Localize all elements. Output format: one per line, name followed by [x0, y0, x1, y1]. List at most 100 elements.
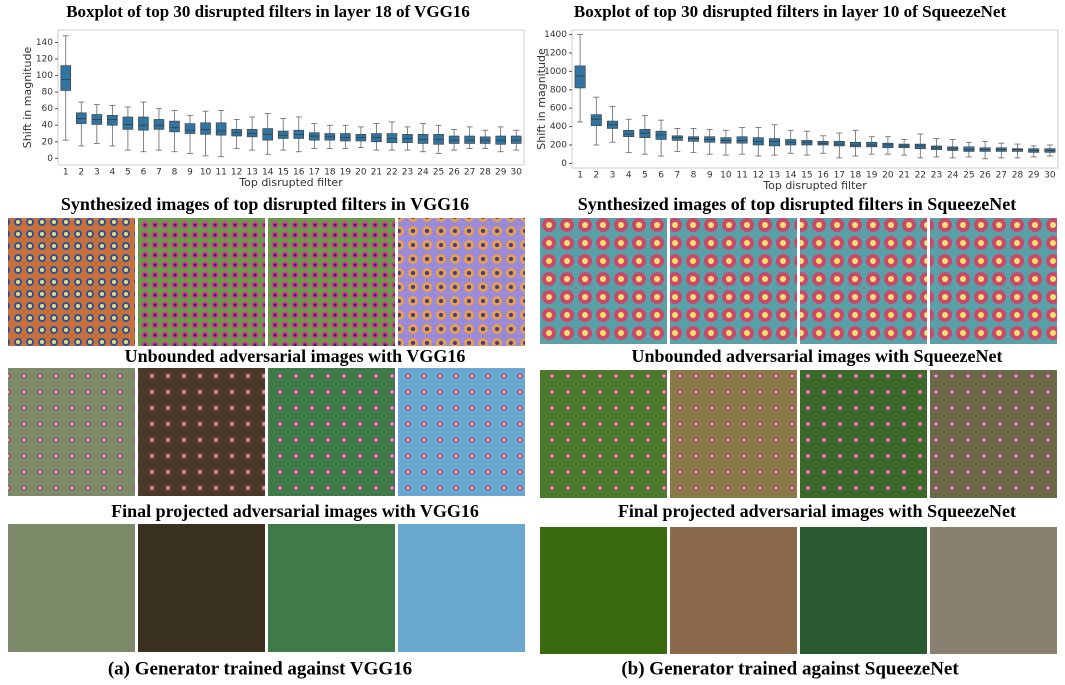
x-tick-label: 17 [309, 168, 320, 178]
box [61, 66, 71, 91]
x-tick-label: 18 [850, 171, 862, 181]
box [138, 117, 148, 130]
y-tick-label: 140 [36, 38, 53, 48]
y-tick-label: 20 [42, 137, 54, 147]
box [834, 141, 844, 146]
image [138, 218, 265, 346]
box [802, 140, 812, 145]
x-tick-label: 21 [371, 168, 382, 178]
y-tick-label: 60 [42, 104, 54, 114]
panel-heading: Synthesized images of top disrupted filt… [578, 194, 1016, 214]
x-tick-label: 5 [642, 171, 648, 181]
box [123, 117, 133, 129]
adversarial-pattern [930, 370, 1057, 498]
panel-caption: (a) Generator trained against VGG16 [108, 658, 412, 679]
box [867, 142, 877, 147]
x-tick-label: 11 [736, 171, 747, 181]
image [268, 524, 395, 652]
box [418, 134, 428, 143]
x-tick-label: 26 [979, 171, 991, 181]
y-tick-label: 120 [36, 54, 53, 64]
x-tick-label: 9 [707, 171, 713, 181]
x-tick-label: 4 [626, 171, 632, 181]
x-tick-label: 15 [278, 168, 289, 178]
x-tick-label: 2 [593, 171, 599, 181]
x-tick-label: 10 [720, 171, 732, 181]
x-tick-label: 12 [753, 171, 764, 181]
x-tick-label: 22 [915, 171, 926, 181]
box [387, 134, 397, 143]
image [930, 527, 1057, 654]
box [309, 133, 319, 140]
box [591, 115, 601, 126]
x-tick-label: 30 [511, 168, 523, 178]
image [398, 218, 525, 346]
x-tick-label: 13 [769, 171, 780, 181]
panel-heading: Unbounded adversarial images with VGG16 [125, 346, 466, 366]
figure: Synthesized images of top disrupted filt… [0, 0, 1065, 685]
x-tick-label: 7 [674, 171, 680, 181]
x-tick-label: 20 [882, 171, 894, 181]
box [769, 139, 779, 146]
box [154, 119, 164, 129]
box [672, 136, 682, 141]
x-tick-label: 14 [262, 168, 274, 178]
box [201, 123, 211, 135]
x-axis-label: Top disrupted filter [238, 176, 343, 189]
adversarial-pattern [398, 368, 525, 496]
box [575, 66, 585, 88]
image [670, 527, 797, 654]
image [8, 524, 135, 652]
x-tick-label: 7 [156, 168, 162, 178]
x-tick-label: 11 [215, 168, 226, 178]
image [930, 218, 1057, 344]
x-tick-label: 2 [78, 168, 84, 178]
box [850, 142, 860, 147]
x-tick-label: 28 [1012, 171, 1024, 181]
x-tick-label: 1 [63, 168, 69, 178]
x-tick-label: 28 [479, 168, 491, 178]
x-tick-label: 16 [817, 171, 829, 181]
x-tick-label: 4 [109, 168, 115, 178]
x-tick-label: 14 [785, 171, 797, 181]
panel-heading: Final projected adversarial images with … [111, 501, 479, 521]
x-tick-label: 23 [402, 168, 413, 178]
panel-caption: (b) Generator trained against SqueezeNet [621, 658, 959, 679]
x-tick-label: 27 [996, 171, 1007, 181]
x-tick-label: 23 [931, 171, 942, 181]
x-tick-label: 21 [898, 171, 909, 181]
image [398, 524, 525, 652]
adversarial-pattern [800, 370, 927, 498]
x-tick-label: 10 [200, 168, 212, 178]
x-tick-label: 1 [577, 171, 583, 181]
panel-heading: Unbounded adversarial images with Squeez… [631, 346, 1002, 366]
x-tick-label: 6 [658, 171, 664, 181]
adversarial-pattern [138, 368, 265, 496]
x-tick-label: 20 [355, 168, 367, 178]
x-tick-label: 24 [947, 171, 959, 181]
y-tick-label: 800 [550, 85, 567, 95]
x-tick-label: 8 [172, 168, 178, 178]
box [107, 115, 117, 125]
x-tick-label: 17 [834, 171, 845, 181]
x-tick-label: 29 [1028, 171, 1040, 181]
x-tick-label: 30 [1044, 171, 1056, 181]
x-tick-label: 9 [187, 168, 193, 178]
box [170, 121, 180, 132]
image [8, 218, 135, 346]
x-tick-label: 3 [94, 168, 100, 178]
box [656, 131, 666, 139]
box [640, 129, 650, 137]
box [185, 124, 195, 134]
y-tick-label: 1400 [544, 30, 567, 40]
y-tick-label: 600 [550, 104, 567, 114]
box [624, 130, 634, 136]
chart-title: Boxplot of top 30 disrupted filters in l… [66, 2, 470, 21]
image [540, 527, 667, 654]
box [465, 136, 475, 143]
adversarial-pattern [8, 368, 135, 496]
box [883, 143, 893, 148]
box [340, 134, 350, 141]
x-tick-label: 22 [386, 168, 397, 178]
adversarial-pattern [268, 368, 395, 496]
